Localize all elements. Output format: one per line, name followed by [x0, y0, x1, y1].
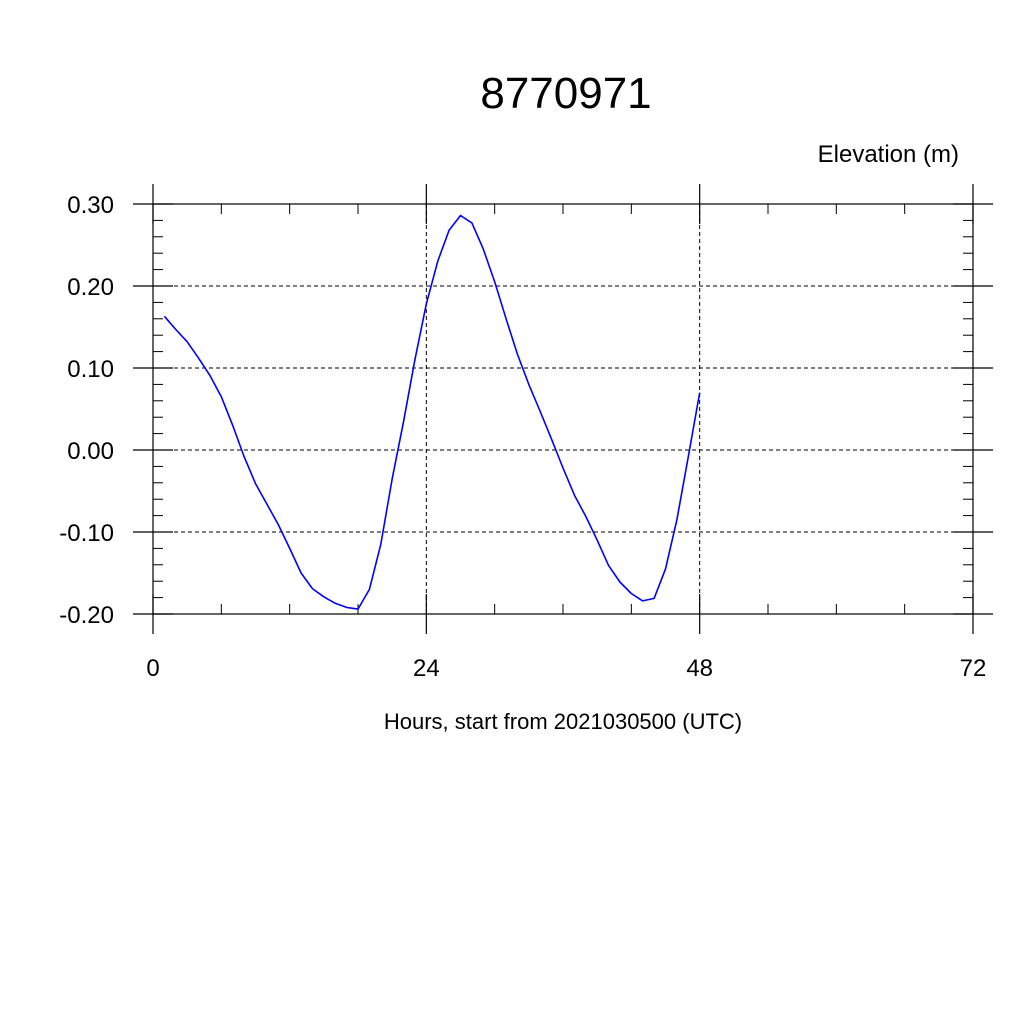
series-layer	[163, 214, 701, 610]
x-tick-label: 0	[146, 655, 159, 682]
major-ticks	[133, 184, 993, 634]
x-tick-label: 24	[413, 655, 440, 682]
x-tick-labels: 0 24 48 72	[146, 655, 986, 682]
series-line	[163, 214, 701, 610]
x-tick-label: 72	[960, 655, 987, 682]
y-tick-label: 0.00	[67, 438, 114, 465]
x-axis-label: Hours, start from 2021030500 (UTC)	[384, 709, 742, 734]
y-tick-labels: -0.20 -0.10 0.00 0.10 0.20 0.30	[59, 192, 114, 629]
y-tick-label: -0.20	[59, 602, 114, 629]
minor-ticks	[153, 204, 973, 614]
y-tick-label: 0.30	[67, 192, 114, 219]
y-axis-label: Elevation (m)	[818, 141, 959, 168]
y-tick-label: 0.10	[67, 356, 114, 383]
plot-frame	[152, 203, 974, 615]
chart-title: 8770971	[480, 69, 651, 118]
grid-lines	[153, 203, 973, 615]
y-tick-label: 0.20	[67, 274, 114, 301]
x-tick-label: 48	[686, 655, 713, 682]
y-tick-label: -0.10	[59, 520, 114, 547]
